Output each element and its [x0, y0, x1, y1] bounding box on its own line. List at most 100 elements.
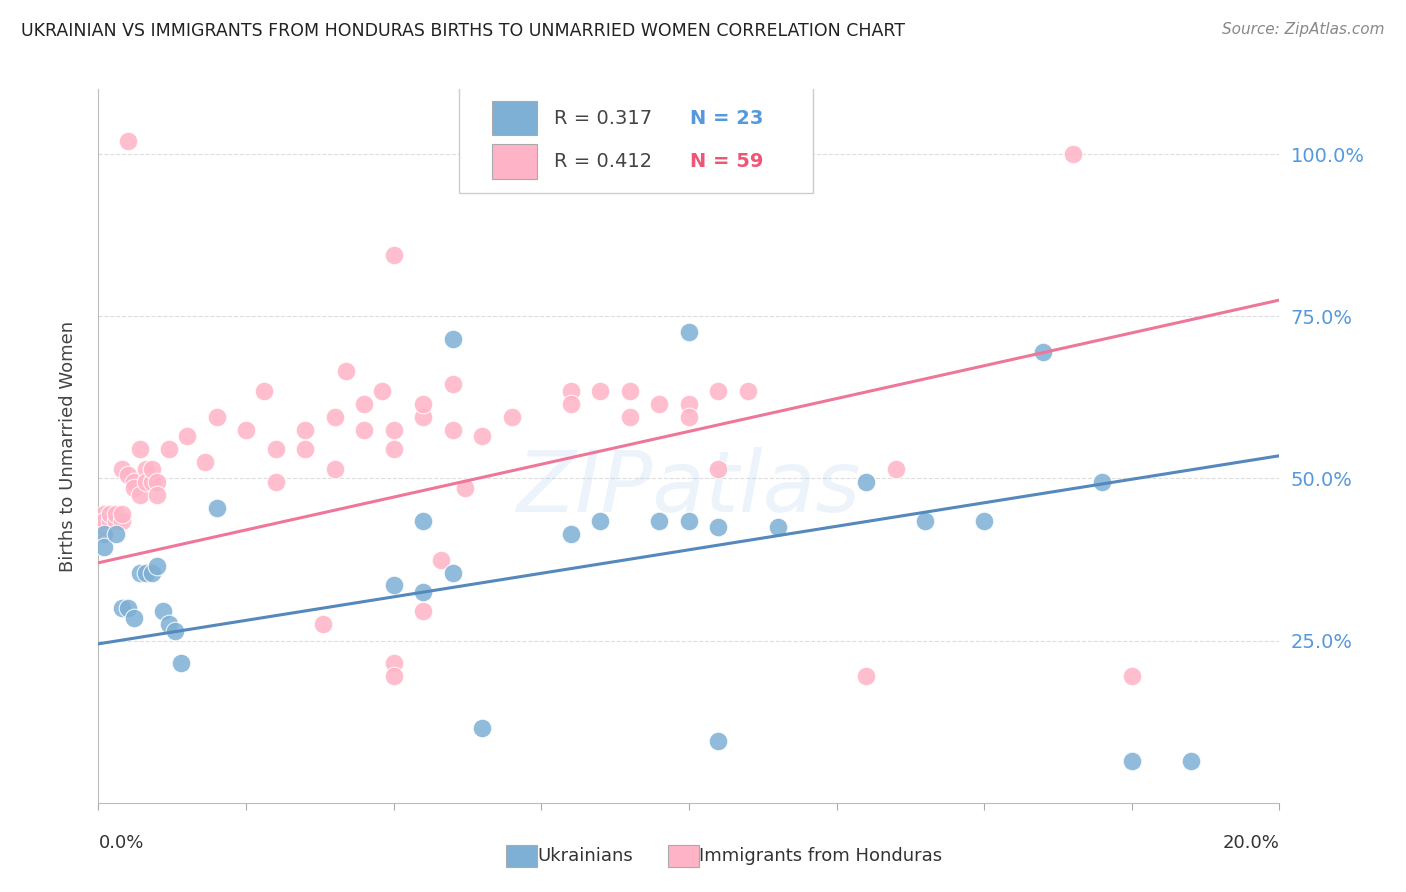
FancyBboxPatch shape: [458, 82, 813, 193]
FancyBboxPatch shape: [492, 101, 537, 136]
Point: [678, 409, 700, 424]
Point: [678, 514, 700, 528]
Point: [855, 475, 877, 489]
Point: [382, 423, 405, 437]
Point: [205, 409, 228, 424]
Point: [648, 397, 671, 411]
Point: [128, 442, 150, 457]
Point: [412, 585, 434, 599]
Point: [855, 669, 877, 683]
Point: [105, 507, 128, 521]
Point: [111, 461, 134, 475]
Point: [323, 461, 346, 475]
Point: [253, 384, 276, 398]
Text: ZIPatlas: ZIPatlas: [517, 447, 860, 531]
Point: [122, 611, 145, 625]
Point: [117, 134, 139, 148]
Point: [105, 526, 128, 541]
Point: [165, 624, 187, 638]
Point: [1091, 475, 1114, 489]
Point: [589, 514, 612, 528]
Point: [973, 514, 995, 528]
Point: [560, 526, 582, 541]
Point: [382, 657, 405, 671]
Point: [141, 461, 163, 475]
Point: [111, 514, 134, 528]
Point: [914, 514, 936, 528]
Point: [135, 461, 157, 475]
Point: [157, 442, 180, 457]
Point: [648, 514, 671, 528]
Text: Ukrainians: Ukrainians: [537, 847, 633, 865]
Point: [412, 604, 434, 618]
Point: [501, 409, 523, 424]
Point: [152, 604, 174, 618]
Point: [264, 475, 287, 489]
Point: [1062, 147, 1084, 161]
Point: [766, 520, 789, 534]
Point: [1121, 754, 1143, 768]
Point: [264, 442, 287, 457]
Point: [105, 514, 128, 528]
Point: [294, 423, 316, 437]
Point: [678, 397, 700, 411]
Point: [1121, 669, 1143, 683]
Point: [707, 461, 730, 475]
Point: [93, 520, 115, 534]
Point: [430, 552, 453, 566]
Point: [737, 384, 759, 398]
Point: [707, 520, 730, 534]
Text: Source: ZipAtlas.com: Source: ZipAtlas.com: [1222, 22, 1385, 37]
Point: [353, 397, 375, 411]
Point: [441, 377, 464, 392]
Point: [194, 455, 217, 469]
Text: Immigrants from Honduras: Immigrants from Honduras: [699, 847, 942, 865]
Point: [412, 409, 434, 424]
Point: [98, 507, 121, 521]
Point: [98, 514, 121, 528]
Point: [294, 442, 316, 457]
Point: [122, 481, 145, 495]
FancyBboxPatch shape: [492, 145, 537, 178]
Point: [135, 566, 157, 580]
Point: [128, 488, 150, 502]
Point: [707, 384, 730, 398]
Point: [382, 669, 405, 683]
Point: [146, 475, 169, 489]
Point: [371, 384, 394, 398]
Point: [170, 657, 193, 671]
Point: [353, 423, 375, 437]
Point: [141, 566, 163, 580]
Point: [441, 566, 464, 580]
Text: 20.0%: 20.0%: [1223, 834, 1279, 852]
Point: [141, 475, 163, 489]
Point: [122, 475, 145, 489]
Point: [117, 468, 139, 483]
Point: [884, 461, 907, 475]
Point: [111, 601, 134, 615]
Point: [678, 326, 700, 340]
Point: [382, 578, 405, 592]
Point: [117, 601, 139, 615]
Text: N = 23: N = 23: [690, 109, 763, 128]
Point: [471, 429, 494, 443]
Point: [93, 526, 115, 541]
Point: [1032, 345, 1054, 359]
Point: [619, 409, 641, 424]
Point: [128, 566, 150, 580]
Point: [707, 734, 730, 748]
Point: [323, 409, 346, 424]
Text: R = 0.412: R = 0.412: [554, 152, 652, 171]
Point: [619, 384, 641, 398]
Text: UKRAINIAN VS IMMIGRANTS FROM HONDURAS BIRTHS TO UNMARRIED WOMEN CORRELATION CHAR: UKRAINIAN VS IMMIGRANTS FROM HONDURAS BI…: [21, 22, 905, 40]
Point: [93, 514, 115, 528]
Point: [93, 514, 115, 528]
Point: [441, 423, 464, 437]
Text: 0.0%: 0.0%: [98, 834, 143, 852]
Text: R = 0.317: R = 0.317: [554, 109, 652, 128]
Point: [589, 384, 612, 398]
Point: [382, 442, 405, 457]
Point: [560, 384, 582, 398]
Point: [93, 520, 115, 534]
Point: [412, 397, 434, 411]
